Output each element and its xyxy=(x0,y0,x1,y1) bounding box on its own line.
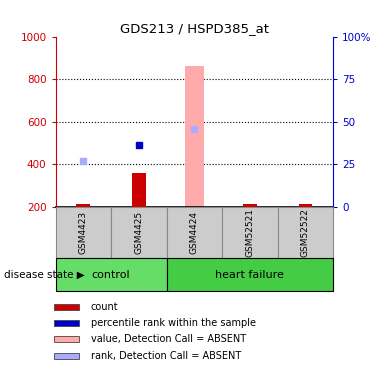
Bar xyxy=(185,66,204,207)
Bar xyxy=(167,207,222,258)
Bar xyxy=(298,204,313,207)
Bar xyxy=(54,320,79,326)
Text: GSM4423: GSM4423 xyxy=(79,211,88,254)
Text: value, Detection Call = ABSENT: value, Detection Call = ABSENT xyxy=(91,334,246,344)
Text: GSM4424: GSM4424 xyxy=(190,211,199,254)
Title: GDS213 / HSPD385_at: GDS213 / HSPD385_at xyxy=(120,22,269,36)
Bar xyxy=(76,203,90,207)
Bar xyxy=(56,207,111,258)
Text: heart failure: heart failure xyxy=(216,269,284,280)
Text: GSM4425: GSM4425 xyxy=(134,211,143,254)
Text: rank, Detection Call = ABSENT: rank, Detection Call = ABSENT xyxy=(91,351,241,361)
Text: percentile rank within the sample: percentile rank within the sample xyxy=(91,318,256,328)
Text: GSM52522: GSM52522 xyxy=(301,208,310,257)
Bar xyxy=(54,304,79,310)
Text: count: count xyxy=(91,302,118,312)
Text: control: control xyxy=(92,269,130,280)
Text: GSM52521: GSM52521 xyxy=(246,208,254,257)
Bar xyxy=(132,173,146,207)
Bar xyxy=(54,336,79,342)
Bar xyxy=(243,204,257,207)
Text: disease state ▶: disease state ▶ xyxy=(4,269,85,280)
Bar xyxy=(56,258,167,291)
Bar xyxy=(278,207,333,258)
Bar xyxy=(54,352,79,359)
Bar xyxy=(111,207,167,258)
Bar xyxy=(222,207,278,258)
Bar xyxy=(167,258,333,291)
